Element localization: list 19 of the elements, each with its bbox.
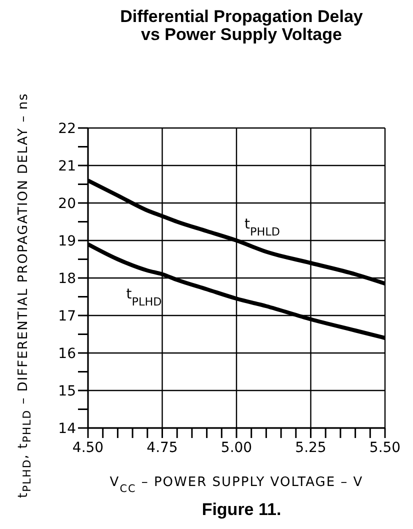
y-tick-label: 22 <box>58 120 76 137</box>
x-axis-title: V$_{CC}$ – POWER SUPPLY VOLTAGE – V <box>110 475 364 495</box>
y-tick-label: 21 <box>58 158 76 174</box>
x-tick-label: 4.75 <box>146 440 178 456</box>
caption: Figure 11. <box>200 500 282 520</box>
series-label: t$_{PHLD}$ <box>244 216 280 238</box>
series-label: t$_{PLHD}$ <box>126 286 162 308</box>
x-tick-label: 5.25 <box>295 440 326 456</box>
x-tick-label: 5.00 <box>220 440 252 456</box>
y-tick-label: 15 <box>58 383 76 400</box>
chart-title: Differential Propagation Delay vs Power Supply Voltage <box>119 7 364 44</box>
y-tick-label: 19 <box>58 233 76 250</box>
y-tick-label: 20 <box>58 196 76 212</box>
y-tick-label: 18 <box>58 270 76 287</box>
y-tick-label: 14 <box>58 420 76 437</box>
y-tick-label: 16 <box>58 346 76 362</box>
x-tick-label: 5.50 <box>369 440 401 456</box>
x-tick-label: 4.50 <box>72 440 104 456</box>
y-tick-label: 17 <box>58 308 76 324</box>
